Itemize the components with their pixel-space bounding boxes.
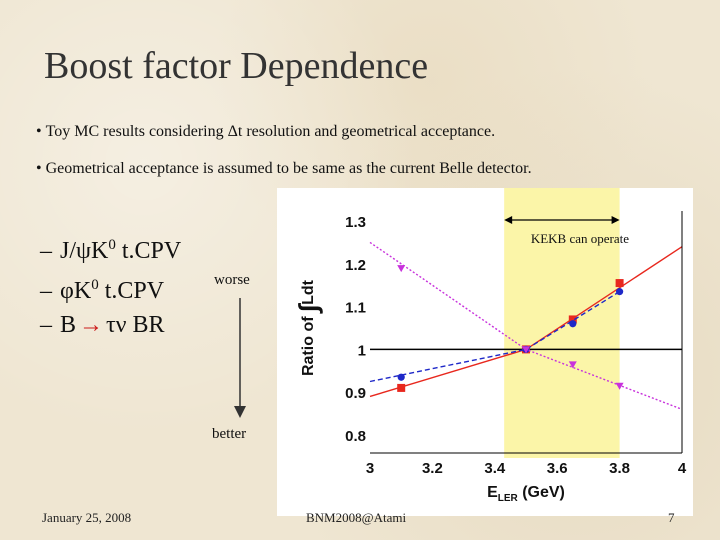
item-label: B — [60, 312, 77, 338]
better-label: better — [212, 426, 247, 442]
list-item-btaunu: – B → τν BR — [40, 308, 181, 342]
data-point-circle — [616, 288, 624, 296]
series-layer — [369, 241, 683, 410]
measurement-list: – J/ψK0 t.CPV – φK0 t.CPV – B → τν BR — [40, 228, 181, 342]
page-number: 7 — [668, 510, 675, 525]
list-item-jpsi: – J/ψK0 t.CPV — [40, 228, 181, 268]
list-dash: – — [40, 312, 52, 338]
x-label-unit: (GeV) — [518, 484, 565, 501]
list-item-phik: – φK0 t.CPV — [40, 268, 181, 308]
item-sup: 0 — [91, 277, 99, 293]
x-tick-label: 3.4 — [484, 460, 506, 477]
item-label: J/ψK — [60, 238, 109, 264]
data-point-square — [615, 279, 624, 288]
data-point-triangle — [397, 265, 406, 273]
footer-date: January 25, 2008 — [42, 510, 132, 525]
x-tick-label: 3.2 — [422, 460, 443, 477]
series-line — [369, 291, 620, 383]
x-tick-label: 3 — [366, 460, 374, 477]
bullet-text: Geometrical acceptance is assumed to be … — [45, 160, 532, 177]
bullet-acceptance: • Geometrical acceptance is assumed to be… — [36, 160, 532, 178]
footer-conference: BNM2008@Atami — [306, 510, 407, 525]
item-label2: t.CPV — [115, 238, 182, 264]
y-axis-label: Ratio of ∫Ldt — [293, 279, 323, 376]
band-label: KEKB can operate — [531, 231, 629, 246]
data-point-triangle — [522, 346, 530, 354]
x-label-main: E — [487, 484, 498, 501]
data-point-square — [568, 315, 577, 324]
x-tick-label: 3.8 — [609, 460, 630, 477]
y-label-main: Ratio of — [300, 312, 317, 376]
bullet-dot: • — [36, 123, 42, 140]
slide-title: Boost factor Dependence — [44, 45, 429, 87]
operating-band — [504, 188, 620, 458]
chart-svg: KEKB can operate 0.8 0.9 1 1.1 1.2 1.3 3 3.2 3.4… — [293, 188, 687, 504]
y-tick-label: 1.1 — [345, 300, 366, 317]
bullet-text: Toy MC results considering Δt resolution… — [45, 123, 496, 140]
bullet-toy-mc: • Toy MC results considering Δt resolutio… — [36, 123, 495, 141]
list-dash: – — [40, 278, 52, 304]
ratio-chart: KEKB can operate 0.8 0.9 1 1.1 1.2 1.3 3 3.2 3.4… — [277, 188, 693, 516]
data-point-triangle — [615, 382, 624, 390]
x-axis-label: ELER (GeV) — [487, 484, 565, 504]
worse-label: worse — [214, 272, 250, 288]
y-tick-label: 1.2 — [345, 257, 366, 274]
right-arrow-icon: → — [79, 312, 104, 338]
band-arrow-right-head — [611, 216, 620, 224]
band-arrow-left-head — [504, 216, 513, 224]
bullet-dot: • — [36, 160, 42, 177]
tick-layer: 0.8 0.9 1 1.1 1.2 1.3 3 3.2 3.4 3.6 3.8 4 — [345, 214, 687, 477]
item-sup: 0 — [108, 237, 116, 253]
y-tick-label: 0.8 — [345, 428, 366, 445]
x-tick-label: 3.6 — [547, 460, 568, 477]
y-label-integral: ∫ — [293, 303, 323, 314]
data-point-circle — [397, 373, 405, 381]
band-range-arrow — [504, 216, 620, 224]
data-point-square — [397, 383, 406, 392]
y-tick-label: 1.3 — [345, 214, 366, 231]
item-label2: t.CPV — [98, 278, 165, 304]
x-label-sub: LER — [498, 493, 519, 504]
list-dash: – — [40, 238, 52, 264]
y-label-tail: Ldt — [300, 279, 317, 305]
data-point-circle — [569, 320, 577, 328]
item-label: φK — [60, 278, 92, 304]
x-tick-label: 4 — [678, 460, 687, 477]
item-label2: τν BR — [106, 312, 165, 338]
data-point-triangle — [568, 361, 577, 369]
y-tick-label: 0.9 — [345, 385, 366, 402]
y-tick-label: 1 — [358, 342, 366, 359]
down-arrow-icon — [234, 298, 246, 418]
